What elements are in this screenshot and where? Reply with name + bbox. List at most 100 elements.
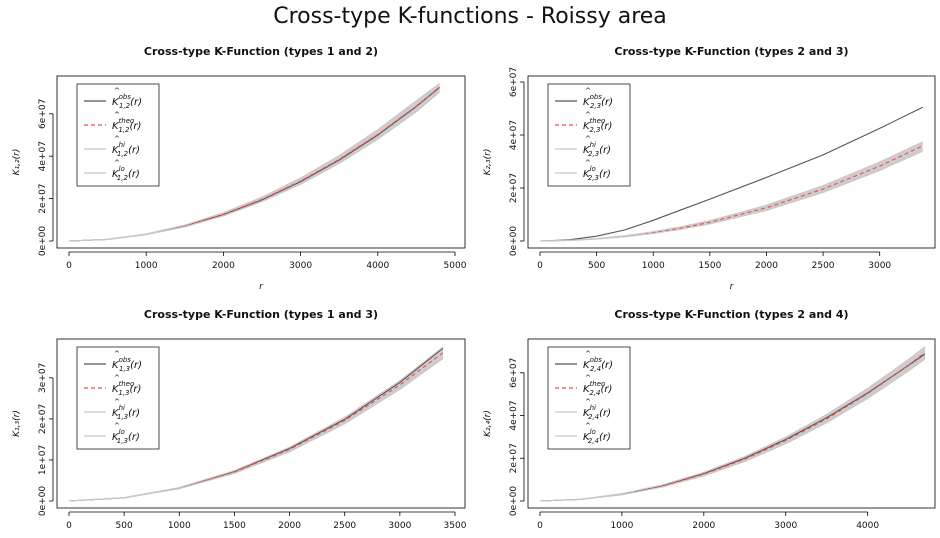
y-tick-label: 6e+07 [38, 99, 48, 129]
chart-title: Cross-type K-Function (types 1 and 2) [144, 45, 378, 58]
x-tick-label: 2500 [333, 521, 356, 531]
x-tick-label: 1000 [168, 521, 191, 531]
legend-label-theo: Ktheo 2,3(r) [583, 117, 612, 134]
x-tick-label: 500 [116, 521, 133, 531]
x-tick-label: 2500 [812, 261, 835, 271]
legend-label-obs: Kobs 1,3(r) [112, 356, 142, 373]
x-tick-label: 0 [66, 261, 72, 271]
x-tick-label: 2000 [212, 261, 235, 271]
legend-hat: ^ [114, 350, 120, 358]
x-tick-label: 0 [66, 521, 72, 531]
y-tick-label: 0e+00 [509, 226, 519, 257]
x-tick-label: 0 [537, 261, 543, 271]
legend-label-hi: Khi 2,3(r) [583, 141, 611, 158]
x-tick-label: 1000 [610, 521, 633, 531]
x-tick-label: 3000 [774, 521, 797, 531]
y-tick-label: 2e+07 [509, 173, 519, 203]
y-tick-label: 3e+07 [38, 363, 48, 393]
legend-label-obs: Kobs 1,2(r) [112, 93, 142, 110]
plot-frame [56, 75, 466, 249]
y-tick-label: 1e+07 [38, 445, 48, 475]
y-tick-label: 2e+07 [509, 443, 519, 473]
y-tick-label: 6e+07 [509, 358, 519, 388]
x-tick-label: 500 [588, 261, 605, 271]
y-axis-label: K₂,₄(r) [483, 410, 493, 437]
y-tick-label: 2e+07 [38, 404, 48, 434]
legend-label-hi: Khi 1,2(r) [112, 141, 140, 158]
series-line-theo [539, 145, 923, 242]
legend-label-lo: Klo 2,3(r) [583, 165, 611, 182]
legend-hat: ^ [585, 422, 591, 430]
y-tick-label: 6e+07 [509, 67, 519, 97]
legend-hat: ^ [585, 374, 591, 382]
series-line-lo [539, 150, 923, 242]
y-axis-label: K₂,₃(r) [483, 149, 493, 176]
chart-title: Cross-type K-Function (types 2 and 3) [614, 45, 848, 58]
legend-hat: ^ [585, 398, 591, 406]
legend-hat: ^ [114, 135, 120, 143]
x-tick-label: 4000 [856, 521, 879, 531]
chart-panel-2: Cross-type K-Function (types 2 and 3) 0 50… [483, 45, 936, 292]
legend-hat: ^ [114, 111, 120, 119]
y-tick-label: 4e+07 [38, 141, 48, 171]
series-line-lo [68, 358, 444, 502]
legend-label-hi: Khi 1,3(r) [112, 404, 140, 421]
legend-hat: ^ [114, 374, 120, 382]
series-line-theo [539, 352, 926, 502]
series-line-lo [539, 358, 926, 502]
x-axis-label: r [730, 282, 735, 292]
x-axis-label: r [259, 282, 264, 292]
legend-label-lo: Klo 1,3(r) [112, 428, 140, 445]
plot-frame [527, 338, 936, 509]
legend-hat: ^ [114, 398, 120, 406]
legend-label-theo: Ktheo 2,4(r) [583, 380, 612, 397]
x-tick-label: 2000 [755, 261, 778, 271]
legend-label-lo: Klo 2,4(r) [583, 428, 611, 445]
y-tick-label: 4e+07 [509, 120, 519, 150]
x-tick-label: 1500 [223, 521, 246, 531]
x-tick-label: 2000 [278, 521, 301, 531]
legend-label-hi: Khi 2,4(r) [583, 404, 611, 421]
x-tick-label: 5000 [444, 261, 467, 271]
legend-hat: ^ [114, 422, 120, 430]
series-line-hi [539, 346, 926, 502]
x-tick-label: 1500 [698, 261, 721, 271]
y-tick-label: 2e+07 [38, 183, 48, 213]
plot-frame [56, 338, 466, 509]
x-tick-label: 1000 [642, 261, 665, 271]
legend-label-theo: Ktheo 1,2(r) [112, 117, 141, 134]
chart-panel-3: Cross-type K-Function (types 1 and 3) 0 50… [12, 308, 467, 531]
legend-hat: ^ [114, 87, 120, 95]
x-tick-label: 0 [537, 521, 543, 531]
chart-panel-4: Cross-type K-Function (types 2 and 4) 0 10… [483, 308, 936, 531]
y-tick-label: 0e+00 [38, 226, 48, 257]
chart-panel-1: Cross-type K-Function (types 1 and 2) 0 10… [12, 45, 467, 292]
legend-hat: ^ [585, 87, 591, 95]
series-line-lo [68, 91, 440, 242]
x-tick-label: 3000 [388, 521, 411, 531]
x-tick-label: 3500 [444, 521, 467, 531]
y-axis-label: K₁,₂(r) [12, 149, 22, 176]
chart-title: Cross-type K-Function (types 1 and 3) [144, 308, 378, 321]
x-tick-label: 3000 [289, 261, 312, 271]
x-tick-label: 1000 [135, 261, 158, 271]
legend-hat: ^ [585, 135, 591, 143]
y-tick-label: 0e+00 [509, 486, 519, 517]
plot-frame [527, 75, 936, 249]
legend-hat: ^ [114, 159, 120, 167]
y-tick-label: 4e+07 [509, 400, 519, 430]
legend-label-obs: Kobs 2,4(r) [583, 356, 613, 373]
chart-title: Cross-type K-Function (types 2 and 4) [614, 308, 848, 321]
x-tick-label: 2000 [692, 521, 715, 531]
legend-label-obs: Kobs 2,3(r) [583, 93, 613, 110]
y-axis-label: K₁,₃(r) [12, 410, 22, 437]
figure-title: Cross-type K-functions - Roissy area [273, 4, 667, 29]
series-line-hi [68, 83, 440, 242]
legend-label-theo: Ktheo 1,3(r) [112, 380, 141, 397]
legend-hat: ^ [585, 159, 591, 167]
legend-label-lo: Klo 1,2(r) [112, 165, 140, 182]
y-tick-label: 0e+00 [38, 486, 48, 517]
series-line-obs [539, 106, 923, 242]
legend-hat: ^ [585, 350, 591, 358]
